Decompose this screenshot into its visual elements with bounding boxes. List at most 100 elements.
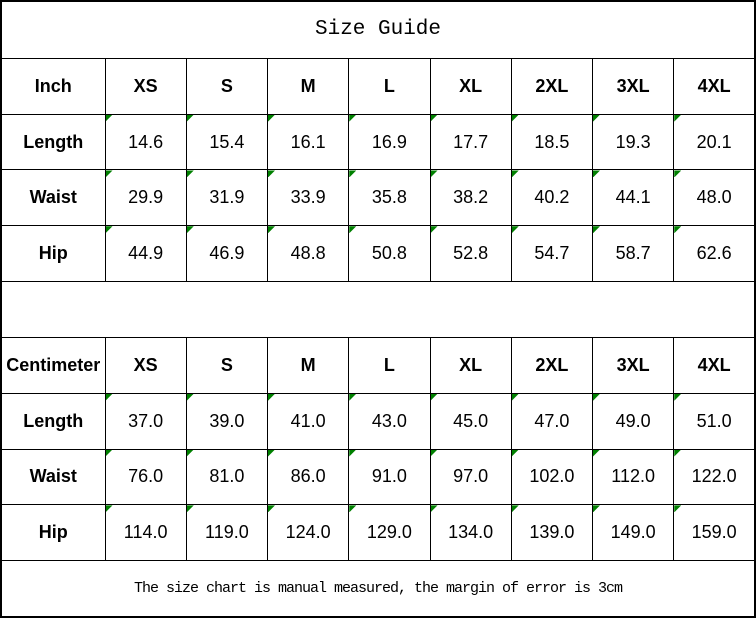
cell-error-indicator-icon [106,226,113,234]
size-header-cell: 4XL [673,57,756,115]
value-text: 19.3 [615,131,651,152]
value-cell: 20.1 [673,113,756,171]
value-cell: 48.0 [673,169,756,227]
cell-error-indicator-icon [268,226,275,234]
unit-label-cell: Inch [0,57,106,115]
size-header-cell: 3XL [591,336,675,394]
value-text: 62.6 [696,243,732,264]
size-header-cell: 2XL [510,57,594,115]
size-header-cell: XS [104,336,187,394]
value-text: 129.0 [366,522,412,543]
value-text: 149.0 [610,522,656,543]
value-text: 139.0 [529,522,575,543]
value-text: 35.8 [371,187,407,208]
size-header-row: Centimeter XS S M L XL 2XL 3XL 4XL [0,336,756,394]
value-text: 119.0 [205,522,249,543]
value-cell: 48.8 [266,225,350,283]
value-text: 159.0 [691,522,737,543]
unit-label-cell: Centimeter [0,336,106,394]
value-text: 48.8 [290,243,326,264]
value-cell: 149.0 [591,504,675,562]
cell-error-indicator-icon [187,115,194,122]
cell-error-indicator-icon [106,450,113,457]
value-text: 16.9 [371,131,407,152]
spacer-cell [0,281,756,338]
measurement-row: Waist 76.0 81.0 86.0 91.0 97.0 102.0 112.0 122.0 [0,448,756,506]
value-cell: 58.7 [591,225,675,283]
value-text: 48.0 [696,187,732,208]
value-cell: 17.7 [429,113,512,171]
cell-error-indicator-icon [512,394,519,401]
value-cell: 16.9 [348,113,431,171]
value-text: 47.0 [534,410,570,431]
cell-error-indicator-icon [431,226,438,234]
size-header-cell: XL [429,336,512,394]
value-text: 46.9 [209,243,245,264]
cell-error-indicator-icon [187,226,194,234]
cell-error-indicator-icon [674,170,682,178]
cell-error-indicator-icon [593,505,600,513]
value-text: 52.8 [453,243,489,264]
cell-error-indicator-icon [593,450,600,457]
value-cell: 49.0 [591,392,675,450]
value-cell: 45.0 [429,392,512,450]
value-cell: 91.0 [348,448,431,506]
title-row: Size Guide [0,0,756,59]
value-cell: 51.0 [673,392,756,450]
value-cell: 15.4 [185,113,269,171]
value-cell: 44.9 [104,225,187,283]
value-text: 38.2 [453,187,489,208]
cell-error-indicator-icon [431,505,438,513]
size-header-cell: M [266,57,350,115]
cell-error-indicator-icon [349,505,357,513]
value-cell: 134.0 [429,504,512,562]
title-section: Size Guide [0,0,756,59]
value-cell: 159.0 [673,504,756,562]
cell-error-indicator-icon [268,115,275,122]
cell-error-indicator-icon [349,115,357,122]
cell-error-indicator-icon [349,226,357,234]
value-text: 44.1 [615,187,651,208]
cell-error-indicator-icon [268,505,275,513]
value-text: 31.9 [209,187,245,208]
page-title: Size Guide [0,0,756,59]
value-cell: 44.1 [591,169,675,227]
footer-row: The size chart is manual measured, the m… [0,560,756,618]
value-text: 58.7 [615,243,651,264]
value-text: 17.7 [453,131,489,152]
value-text: 45.0 [453,410,489,431]
value-cell: 46.9 [185,225,269,283]
table-body: Inch XS S M L XL 2XL 3XL 4XL Length 14.6 15.4 16.1 16… [0,57,756,562]
size-header-cell: S [185,336,269,394]
value-cell: 29.9 [104,169,187,227]
value-cell: 124.0 [266,504,350,562]
cell-error-indicator-icon [106,505,113,513]
measurement-row: Waist 29.9 31.9 33.9 35.8 38.2 40.2 44.1 48.0 [0,169,756,227]
value-text: 134.0 [448,522,494,543]
value-text: 51.0 [696,410,732,431]
value-cell: 102.0 [510,448,594,506]
value-text: 97.0 [453,466,489,487]
value-text: 50.8 [371,243,407,264]
measurement-label-cell: Waist [0,448,106,506]
value-cell: 139.0 [510,504,594,562]
cell-error-indicator-icon [349,170,357,178]
value-text: 54.7 [534,243,570,264]
value-cell: 37.0 [104,392,187,450]
cell-error-indicator-icon [268,450,275,457]
size-header-row: Inch XS S M L XL 2XL 3XL 4XL [0,57,756,115]
value-text: 39.0 [209,410,245,431]
measurement-label-cell: Waist [0,169,106,227]
cell-error-indicator-icon [593,394,600,401]
value-text: 40.2 [534,187,570,208]
value-text: 15.4 [209,131,245,152]
cell-error-indicator-icon [431,115,438,122]
value-text: 37.0 [128,410,164,431]
size-header-cell: 2XL [510,336,594,394]
value-text: 14.6 [128,131,164,152]
measurement-row: Hip 44.9 46.9 48.8 50.8 52.8 54.7 58.7 62.6 [0,225,756,283]
cell-error-indicator-icon [674,394,682,401]
cell-error-indicator-icon [674,505,682,513]
cell-error-indicator-icon [593,226,600,234]
value-cell: 14.6 [104,113,187,171]
